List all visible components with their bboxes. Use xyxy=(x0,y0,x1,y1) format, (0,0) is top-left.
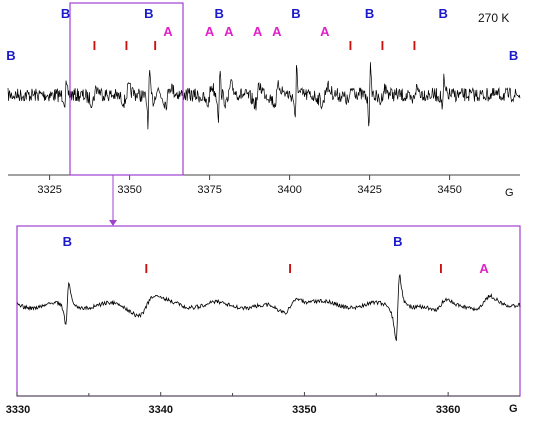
overview-marker-I: I xyxy=(125,38,129,53)
zoom-marker-A: A xyxy=(479,261,489,276)
temperature-label: 270 K xyxy=(478,11,509,25)
overview-tick-label: 3375 xyxy=(197,184,221,196)
overview-marker-B: B xyxy=(365,6,374,21)
zoom-marker-B: B xyxy=(393,234,402,249)
zoom-ticks: 3330 3340 3350 3360 xyxy=(6,392,460,416)
overview-tick-label: 3425 xyxy=(357,184,381,196)
zoom-markers: B I I B I A xyxy=(63,234,490,276)
overview-marker-B: B xyxy=(215,6,224,21)
overview-marker-B: B xyxy=(439,6,448,21)
zoom-panel: 3330 3340 3350 3360 B I I B I A G xyxy=(6,225,521,416)
zoom-marker-I: I xyxy=(439,261,443,276)
overview-tick-label: 3450 xyxy=(437,184,461,196)
overview-marker-I: I xyxy=(413,38,417,53)
overview-marker-A: A xyxy=(205,24,215,39)
zoom-tick-label: 3330 xyxy=(6,404,30,416)
overview-marker-A: A xyxy=(163,24,173,39)
overview-marker-B: B xyxy=(291,6,300,21)
zoom-marker-I: I xyxy=(145,261,149,276)
overview-marker-B: B xyxy=(509,48,518,63)
zoom-marker-B: B xyxy=(63,234,72,249)
overview-marker-A: A xyxy=(224,24,234,39)
overview-marker-A: A xyxy=(253,24,263,39)
overview-tick-label: 3400 xyxy=(277,184,301,196)
overview-marker-I: I xyxy=(381,38,385,53)
overview-marker-B: B xyxy=(144,6,153,21)
overview-trace xyxy=(7,62,521,130)
overview-marker-A: A xyxy=(272,24,282,39)
overview-tick-label: 3350 xyxy=(117,184,141,196)
zoom-trace xyxy=(16,274,521,341)
overview-marker-I: I xyxy=(153,38,157,53)
overview-tick-label: 3325 xyxy=(37,184,61,196)
zoom-arrow-head xyxy=(109,220,117,226)
zoom-tick-label: 3350 xyxy=(292,404,316,416)
zoom-tick-label: 3340 xyxy=(148,404,172,416)
zoom-x-unit: G xyxy=(509,403,518,415)
zoom-selection-box xyxy=(69,2,184,176)
zoom-marker-I: I xyxy=(288,261,292,276)
overview-x-unit: G xyxy=(505,187,514,199)
overview-marker-I: I xyxy=(93,38,97,53)
overview-marker-B: B xyxy=(6,48,15,63)
overview-marker-A: A xyxy=(320,24,330,39)
zoom-tick-label: 3360 xyxy=(436,404,460,416)
overview-marker-B: B xyxy=(61,6,70,21)
zoom-panel-frame xyxy=(16,225,521,397)
overview-marker-I: I xyxy=(349,38,353,53)
overview-ticks: 3325 3350 3375 3400 3425 3450 xyxy=(37,175,462,196)
